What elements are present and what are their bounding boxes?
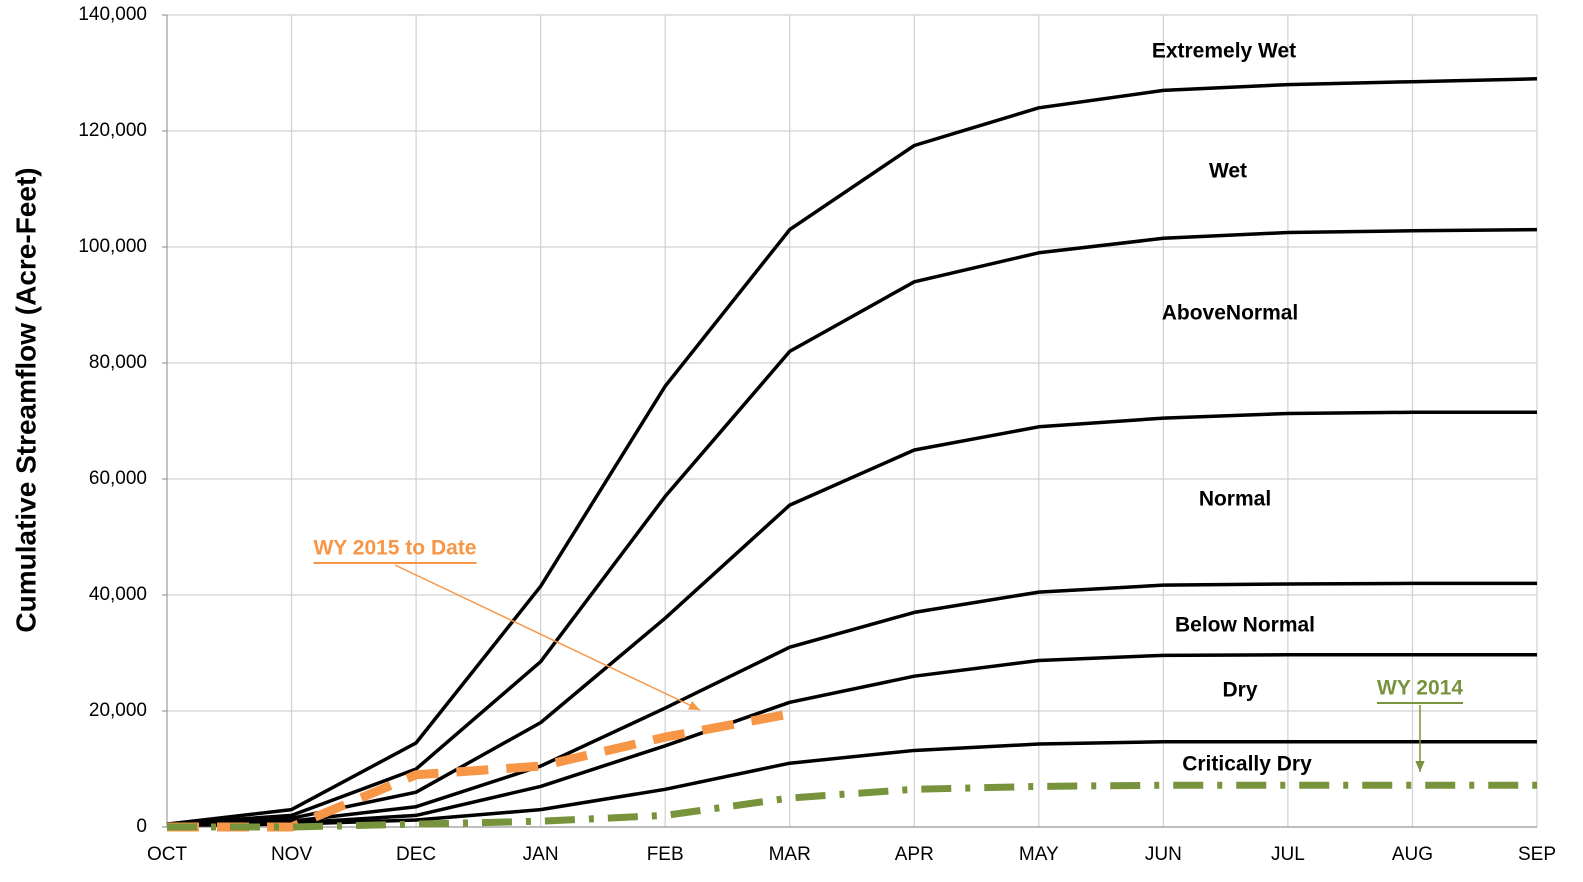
y-axis-label: Cumulative Streamflow (Acre-Feet) — [10, 167, 41, 632]
x-tick-label: JUN — [1145, 844, 1182, 865]
x-tick-label: JAN — [523, 844, 559, 865]
series-line — [167, 781, 1537, 831]
x-tick-label: NOV — [271, 844, 313, 865]
x-tick-label: MAY — [1019, 844, 1059, 865]
series-line — [166, 739, 1537, 828]
zone-label: AboveNormal — [1162, 302, 1299, 325]
y-tick-label: 40,000 — [89, 584, 147, 605]
series-line — [166, 581, 1537, 826]
series-line — [166, 652, 1537, 826]
arrow — [394, 564, 701, 711]
y-tick-label: 20,000 — [89, 700, 147, 721]
series-line — [167, 709, 791, 832]
zone-label: Critically Dry — [1182, 753, 1312, 776]
zone-label: Below Normal — [1175, 614, 1315, 637]
arrow-head — [1415, 760, 1425, 772]
x-tick-label: SEP — [1518, 844, 1556, 865]
zone-label: Wet — [1209, 160, 1247, 183]
zone-label: Normal — [1199, 488, 1271, 511]
y-tick-label: 0 — [136, 816, 147, 837]
y-tick-label: 100,000 — [78, 236, 147, 257]
x-tick-label: JUL — [1271, 844, 1305, 865]
x-tick-label: MAR — [769, 844, 811, 865]
x-tick-label: AUG — [1392, 844, 1433, 865]
series-label: WY 2015 to Date — [313, 537, 476, 560]
zone-label: Extremely Wet — [1152, 40, 1296, 63]
series-line — [166, 227, 1538, 826]
series-line — [166, 77, 1538, 826]
x-tick-label: APR — [895, 844, 934, 865]
y-tick-label: 80,000 — [89, 352, 147, 373]
zone-label: Dry — [1222, 679, 1257, 702]
y-tick-label: 120,000 — [78, 120, 147, 141]
x-tick-label: OCT — [147, 844, 188, 865]
y-tick-label: 140,000 — [78, 4, 147, 25]
x-tick-label: FEB — [647, 844, 684, 865]
series-line — [166, 410, 1537, 826]
y-tick-label: 60,000 — [89, 468, 147, 489]
x-tick-label: DEC — [396, 844, 436, 865]
arrow-head — [688, 701, 700, 710]
series-label: WY 2014 — [1377, 677, 1463, 700]
